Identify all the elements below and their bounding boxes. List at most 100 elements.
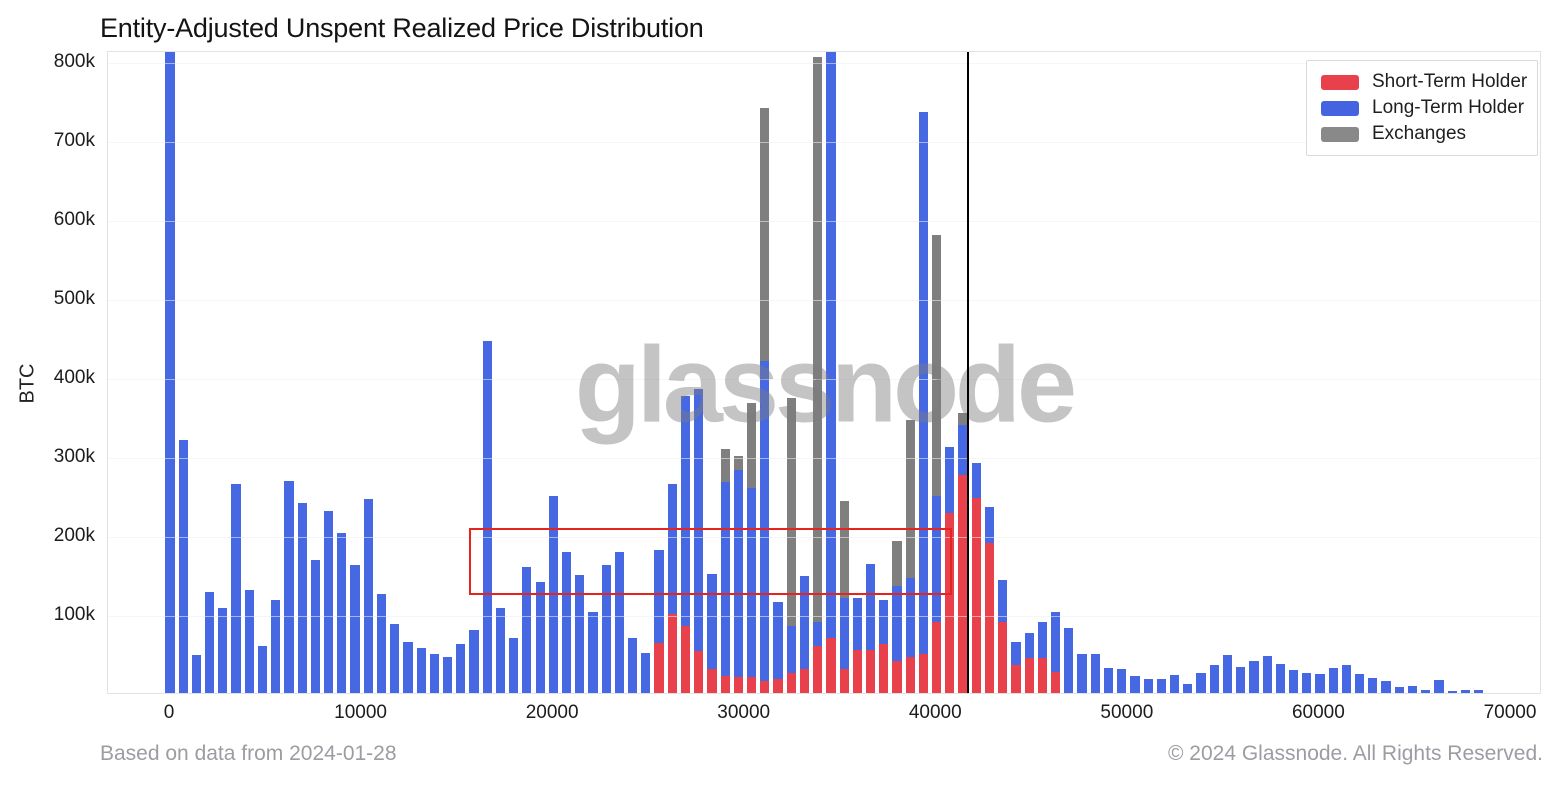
x-tick-label-60000: 60000 (1291, 702, 1345, 723)
bar-segment-long-term-holder (720, 482, 730, 676)
gridline-overlay (108, 458, 1540, 459)
bar-24840 (641, 652, 651, 693)
bar-62790 (1368, 678, 1378, 693)
bar-57960 (1275, 663, 1285, 693)
bar-segment-long-term-holder (1288, 670, 1299, 693)
bar-53820 (1196, 672, 1206, 693)
x-tick-label-40000: 40000 (908, 702, 962, 723)
bar-segment-long-term-holder (1103, 667, 1114, 693)
bar-segment-long-term-holder (667, 484, 677, 614)
bar-66240 (1434, 679, 1444, 693)
bar-segment-long-term-holder (205, 591, 215, 693)
bar-segment-long-term-holder (442, 657, 453, 693)
y-tick-label-100k: 100k (53, 604, 95, 625)
bar-segment-short-term-holder (998, 621, 1008, 693)
long-term-holder-swatch-icon (1321, 100, 1359, 116)
bar-37260 (879, 599, 889, 693)
bar-segment-short-term-holder (747, 677, 757, 693)
bar-43470 (998, 580, 1008, 693)
gridline-overlay (108, 379, 1540, 380)
bar-46230 (1051, 612, 1061, 693)
bar-segment-short-term-holder (932, 621, 942, 693)
bar-25530 (654, 550, 664, 693)
x-tick-label-10000: 10000 (334, 702, 387, 723)
bar-segment-short-term-holder (839, 669, 849, 693)
x-tick-label-0: 0 (163, 702, 175, 723)
bar-segment-long-term-holder (879, 599, 889, 644)
bar-0 (165, 52, 175, 693)
legend-item-exchanges[interactable]: Exchanges (1321, 121, 1537, 147)
bar-13800 (429, 653, 439, 693)
bar-4830 (257, 645, 268, 693)
legend-item-short-term-holder[interactable]: Short-Term Holder (1321, 69, 1537, 95)
copyright-note: © 2024 Glassnode. All Rights Reserved. (1167, 742, 1543, 765)
bar-segment-long-term-holder (1460, 689, 1470, 693)
bar-segment-long-term-holder (469, 629, 479, 693)
bar-31740 (773, 602, 783, 693)
bar-segment-long-term-holder (178, 440, 188, 693)
bar-segment-long-term-holder (1037, 621, 1048, 659)
bar-44160 (1011, 641, 1021, 693)
y-tick-label-300k: 300k (53, 446, 95, 467)
gridline-overlay (108, 616, 1540, 617)
bar-55890 (1236, 666, 1246, 693)
bar-segment-short-term-holder (733, 677, 743, 693)
bar-segment-long-term-holder (865, 564, 876, 650)
bar-segment-short-term-holder (1024, 658, 1034, 693)
bar-33120 (799, 576, 810, 693)
bar-segment-long-term-holder (601, 565, 611, 693)
bar-segment-long-term-holder (1117, 669, 1127, 693)
bar-segment-long-term-holder (1421, 689, 1431, 693)
bar-segment-exchanges (932, 234, 942, 496)
legend-item-long-term-holder[interactable]: Long-Term Holder (1321, 95, 1537, 121)
bar-segment-short-term-holder (984, 542, 995, 693)
bar-segment-long-term-holder (1434, 679, 1444, 693)
bar-segment-long-term-holder (244, 590, 254, 693)
bar-8970 (337, 532, 347, 693)
bar-18630 (522, 566, 532, 693)
bar-24150 (628, 637, 638, 693)
bar-segment-long-term-holder (892, 586, 902, 662)
bar-segment-exchanges (760, 108, 770, 362)
y-tick-label-800k: 800k (53, 51, 95, 72)
chart-title: Entity-Adjusted Unspent Realized Price D… (100, 13, 704, 43)
bar-55200 (1222, 655, 1233, 693)
bar-15870 (469, 629, 479, 693)
gridline-overlay (108, 300, 1540, 301)
bar-segment-long-term-holder (218, 607, 228, 693)
bar-segment-long-term-holder (958, 424, 968, 476)
bar-60720 (1328, 667, 1338, 693)
bar-segment-exchanges (813, 57, 823, 622)
bar-segment-long-term-holder (575, 575, 585, 693)
bar-segment-long-term-holder (324, 511, 334, 693)
bar-23460 (614, 551, 625, 693)
bar-segment-short-term-holder (971, 497, 981, 693)
gridline-overlay (108, 221, 1540, 222)
bar-segment-long-term-holder (852, 598, 862, 650)
y-tick-label-600k: 600k (53, 209, 95, 230)
bar-64170 (1394, 686, 1404, 693)
bar-segment-long-term-holder (813, 621, 823, 646)
y-tick-label-500k: 500k (53, 288, 95, 309)
bar-segment-long-term-holder (1447, 690, 1457, 693)
bar-64860 (1407, 685, 1418, 693)
bar-segment-long-term-holder (390, 623, 400, 693)
bar-segment-long-term-holder (535, 582, 545, 693)
bar-segment-short-term-holder (694, 651, 704, 693)
y-axis-title: BTC (16, 363, 39, 404)
bar-segment-long-term-holder (165, 52, 175, 693)
bar-41400 (958, 412, 968, 693)
bar-segment-long-term-holder (641, 652, 651, 693)
bar-54510 (1209, 665, 1219, 693)
bar-segment-long-term-holder (1341, 664, 1352, 693)
bar-26220 (667, 484, 677, 693)
bar-segment-long-term-holder (1130, 676, 1140, 693)
bar-56580 (1249, 660, 1259, 693)
bar-segment-long-term-holder (456, 644, 466, 693)
bar-segment-short-term-holder (760, 681, 770, 693)
exchanges-swatch-icon (1321, 126, 1359, 142)
bar-segment-long-term-holder (1407, 685, 1418, 693)
bar-2070 (205, 591, 215, 693)
bar-segment-short-term-holder (786, 673, 796, 693)
x-tick-label-70000: 70000 (1483, 702, 1537, 723)
